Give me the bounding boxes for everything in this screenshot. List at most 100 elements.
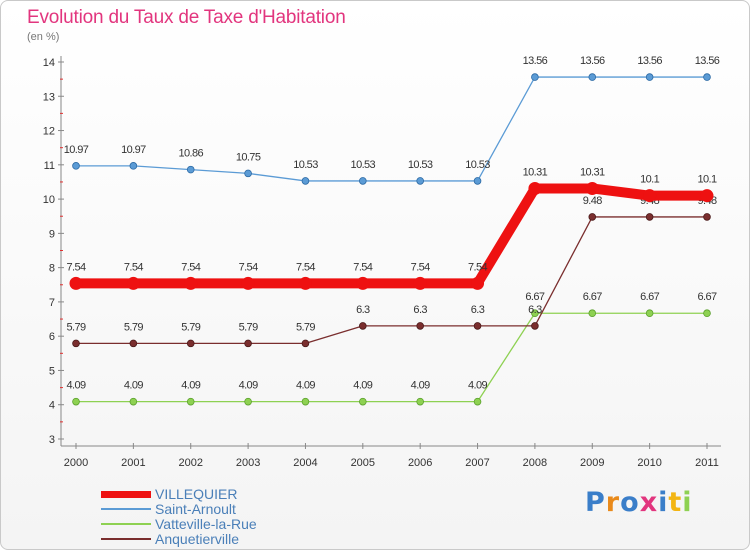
series-line-vatteville-la-rue — [75, 312, 708, 403]
data-point-saint-arnoult — [244, 169, 252, 178]
data-label-saint-arnoult: 10.53 — [293, 159, 318, 171]
data-point-saint-arnoult — [703, 73, 711, 81]
data-point-villequier — [585, 181, 599, 195]
x-tick-label: 2010 — [637, 457, 661, 469]
data-point-anquetierville — [244, 339, 252, 348]
data-point-anquetierville — [186, 339, 195, 348]
data-point-saint-arnoult — [186, 165, 195, 174]
logo-letter: o — [620, 487, 640, 518]
x-tick-label: 2001 — [121, 457, 145, 469]
data-label-saint-arnoult: 10.97 — [121, 144, 146, 156]
data-label-villequier: 7.54 — [296, 261, 315, 273]
data-point-vatteville-la-rue — [186, 397, 195, 406]
data-label-vatteville-la-rue: 4.09 — [296, 380, 315, 392]
data-label-vatteville-la-rue: 4.09 — [239, 380, 258, 392]
data-label-villequier: 7.54 — [411, 261, 430, 273]
data-point-vatteville-la-rue — [72, 397, 80, 406]
y-tick-label: 4 — [49, 400, 55, 412]
legend-swatch-vatteville-la-rue — [101, 523, 151, 525]
data-point-vatteville-la-rue — [645, 309, 654, 318]
data-label-villequier: 10.1 — [697, 174, 716, 186]
data-point-saint-arnoult — [645, 73, 654, 81]
x-tick-label: 2005 — [351, 457, 375, 469]
x-tick-label: 2011 — [695, 457, 719, 469]
data-label-anquetierville: 6.3 — [471, 304, 485, 316]
y-tick-label: 14 — [43, 57, 55, 69]
data-point-anquetierville — [129, 339, 138, 348]
data-label-villequier: 7.54 — [124, 261, 143, 273]
logo-letter: x — [639, 487, 659, 518]
data-label-villequier: 7.54 — [181, 261, 200, 273]
data-label-saint-arnoult: 10.53 — [351, 159, 376, 171]
data-label-villequier: 10.1 — [640, 174, 659, 186]
data-point-vatteville-la-rue — [301, 397, 310, 406]
data-point-anquetierville — [301, 339, 310, 348]
data-point-villequier — [184, 276, 198, 290]
data-label-saint-arnoult: 13.56 — [580, 55, 605, 67]
legend-swatch-saint-arnoult — [101, 508, 151, 510]
data-point-vatteville-la-rue — [531, 309, 539, 318]
data-label-villequier: 10.31 — [523, 166, 548, 178]
chart-title: Evolution du Taux de Taxe d'Habitation — [27, 7, 346, 28]
proxiti-logo: Proxiti — [585, 487, 693, 518]
data-point-anquetierville — [473, 322, 482, 330]
y-tick-label: 8 — [49, 263, 55, 275]
x-tick-label: 2007 — [465, 457, 489, 469]
x-tick-label: 2009 — [580, 457, 604, 469]
series-line-saint-arnoult — [75, 76, 708, 182]
y-tick-label: 11 — [44, 160, 55, 172]
x-tick-label: 2003 — [236, 457, 260, 469]
data-label-saint-arnoult: 10.86 — [178, 148, 203, 160]
data-point-villequier — [471, 276, 485, 290]
data-label-saint-arnoult: 10.53 — [408, 159, 433, 171]
data-label-vatteville-la-rue: 4.09 — [411, 380, 430, 392]
data-label-anquetierville: 5.79 — [124, 321, 143, 333]
data-point-vatteville-la-rue — [359, 397, 367, 406]
data-label-vatteville-la-rue: 6.67 — [697, 291, 716, 303]
data-label-villequier: 7.54 — [239, 261, 258, 273]
data-point-vatteville-la-rue — [244, 397, 252, 406]
logo-letter: i — [682, 487, 693, 518]
data-label-saint-arnoult: 10.75 — [236, 151, 261, 163]
data-point-anquetierville — [645, 213, 654, 221]
data-label-vatteville-la-rue: 4.09 — [468, 380, 487, 392]
chart-subtitle: (en %) — [27, 31, 60, 43]
y-tick-label: 9 — [49, 228, 55, 240]
data-label-villequier: 7.54 — [66, 261, 85, 273]
data-point-villequier — [356, 276, 370, 290]
y-tick-label: 3 — [49, 434, 55, 446]
data-label-vatteville-la-rue: 4.09 — [66, 380, 85, 392]
data-point-villequier — [241, 276, 255, 290]
data-point-saint-arnoult — [72, 162, 80, 170]
data-label-vatteville-la-rue: 4.09 — [353, 380, 372, 392]
x-tick-label: 2002 — [178, 457, 202, 469]
data-point-anquetierville — [72, 339, 80, 348]
y-tick-label: 12 — [43, 126, 55, 138]
data-label-anquetierville: 5.79 — [239, 321, 258, 333]
data-point-saint-arnoult — [301, 177, 310, 185]
data-label-villequier: 7.54 — [353, 261, 372, 273]
series-line-villequier — [71, 183, 712, 289]
data-label-vatteville-la-rue: 6.67 — [583, 291, 602, 303]
y-tick-label: 6 — [49, 331, 55, 343]
data-label-vatteville-la-rue: 4.09 — [124, 380, 143, 392]
data-point-villequier — [298, 276, 312, 290]
y-tick-label: 5 — [49, 365, 55, 377]
data-point-vatteville-la-rue — [588, 309, 597, 318]
data-point-villequier — [69, 276, 83, 290]
y-tick-label: 13 — [43, 91, 55, 103]
data-point-anquetierville — [416, 322, 424, 330]
logo-letter: t — [668, 487, 683, 518]
x-tick-label: 2006 — [408, 457, 432, 469]
data-label-saint-arnoult: 10.97 — [64, 144, 89, 156]
data-point-saint-arnoult — [473, 177, 482, 185]
data-label-anquetierville: 6.3 — [413, 304, 427, 316]
x-tick-label: 2008 — [523, 457, 547, 469]
y-tick-label: 7 — [49, 297, 55, 309]
data-label-anquetierville: 6.3 — [528, 304, 542, 316]
data-point-villequier — [126, 276, 140, 290]
data-point-villequier — [700, 189, 714, 203]
data-label-villequier: 7.54 — [468, 261, 487, 273]
x-tick-label: 2000 — [64, 457, 88, 469]
